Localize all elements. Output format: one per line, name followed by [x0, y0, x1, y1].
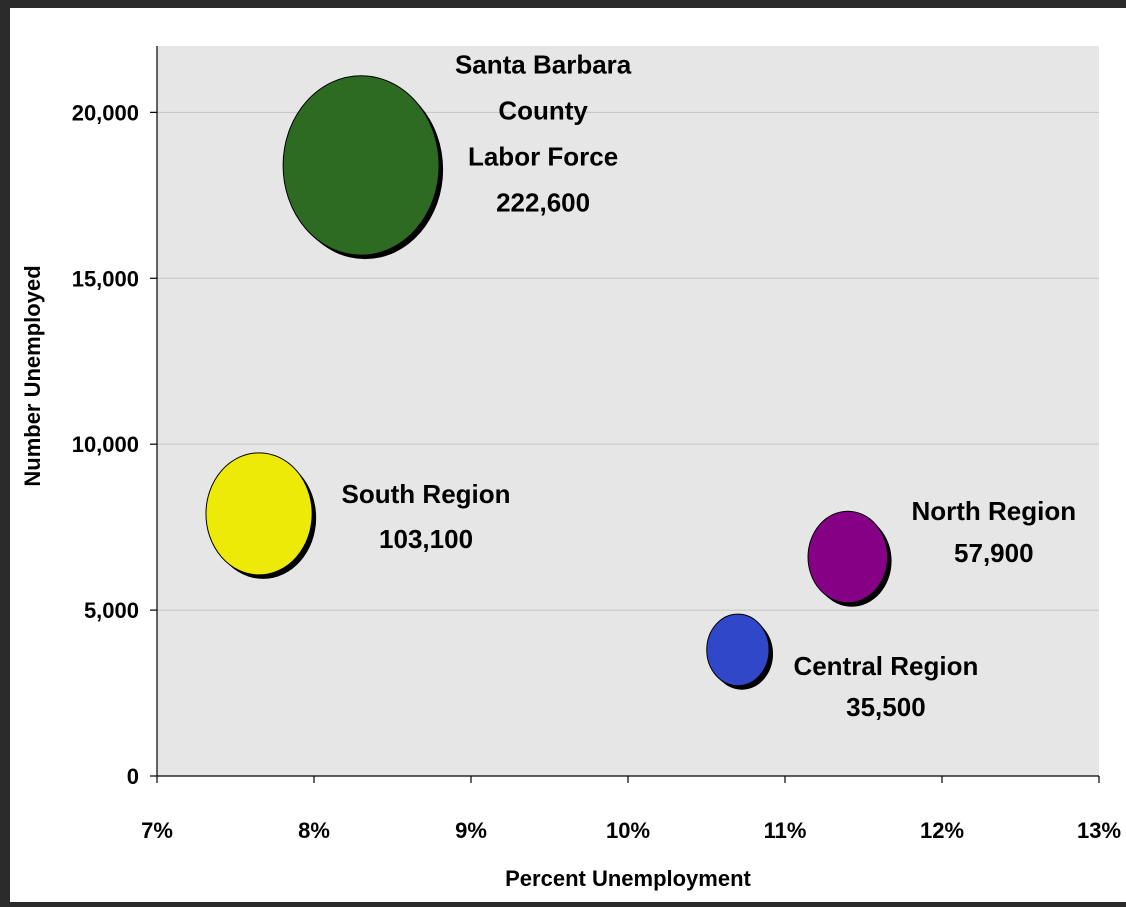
bubble-label-county: Santa Barbara: [455, 49, 632, 79]
axes: [150, 46, 1100, 783]
y-tick-label: 20,000: [72, 100, 139, 125]
bubble-label-south: South Region: [342, 479, 511, 509]
x-tick-label: 10%: [606, 818, 650, 843]
y-tick-label: 15,000: [72, 266, 139, 291]
y-tick-labels: 0 5,000 10,000 15,000 20,000: [72, 100, 139, 789]
x-tick-label: 7%: [141, 818, 173, 843]
x-tick-label: 13%: [1077, 818, 1121, 843]
x-axis-title: Percent Unemployment: [505, 866, 751, 891]
chart-frame: Santa Barbara County Labor Force 222,600 Sou…: [10, 8, 1126, 902]
bubble-label-central: 35,500: [846, 692, 926, 722]
bubble-label-central: Central Region: [793, 651, 978, 681]
y-axis-title: Number Unemployed: [20, 265, 45, 486]
bubble-label-county: 222,600: [496, 187, 590, 217]
bubble-label-south: 103,100: [379, 524, 473, 554]
x-tick-label: 8%: [298, 818, 330, 843]
x-tick-label: 12%: [920, 818, 964, 843]
bubble-chart: Santa Barbara County Labor Force 222,600 Sou…: [20, 46, 1121, 891]
bubble-labels: Santa Barbara County Labor Force 222,600 Sou…: [342, 49, 1077, 721]
bubble-label-county: Labor Force: [468, 141, 618, 171]
y-tick-label: 0: [127, 764, 139, 789]
bubble-south: [205, 452, 313, 576]
bubble-label-north: 57,900: [954, 538, 1034, 568]
bubble-label-north: North Region: [911, 496, 1076, 526]
bubbles: [205, 75, 892, 690]
bubble-label-county: County: [498, 95, 588, 125]
bubble-central: [706, 613, 770, 687]
x-tick-label: 9%: [455, 818, 487, 843]
bubble-north: [807, 510, 889, 604]
y-tick-label: 10,000: [72, 432, 139, 457]
y-tick-label: 5,000: [84, 598, 139, 623]
x-tick-label: 11%: [764, 818, 807, 843]
bubble-county: [282, 75, 440, 256]
x-tick-labels: 7% 8% 9% 10% 11% 12% 13%: [141, 818, 1121, 843]
